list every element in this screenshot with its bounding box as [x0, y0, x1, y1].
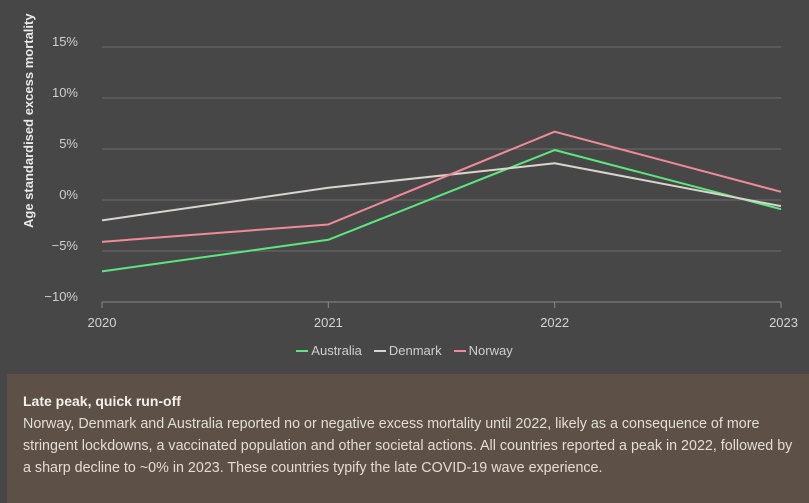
- y-tick-label: −5%: [52, 238, 79, 253]
- x-tick-label: 2021: [314, 315, 343, 330]
- gridlines: [102, 46, 781, 303]
- legend-item-australia[interactable]: Australia: [296, 343, 362, 358]
- legend-item-norway[interactable]: Norway: [453, 343, 513, 358]
- x-tick-label: 2023: [769, 315, 798, 330]
- series-line-australia: [101, 149, 782, 273]
- y-axis-label: Age standardised excess mortality: [21, 13, 36, 228]
- y-tick-label: 10%: [52, 85, 78, 100]
- annotation-body: Norway, Denmark and Australia reported n…: [23, 416, 793, 476]
- y-tick-label: 0%: [59, 187, 78, 202]
- x-tick-label: 2022: [540, 315, 569, 330]
- x-tick-labels: 2020 2021 2022 2023: [88, 302, 798, 330]
- legend-item-denmark[interactable]: Denmark: [373, 343, 442, 358]
- x-tick-label: 2020: [88, 315, 117, 330]
- series-line-denmark: [101, 162, 782, 222]
- legend-label-australia: Australia: [311, 343, 362, 358]
- legend: Australia Denmark Norway: [0, 343, 809, 358]
- annotation-box: Late peak, quick run-off Norway, Denmark…: [7, 374, 809, 503]
- y-tick-label: 5%: [59, 136, 78, 151]
- series-line-norway: [101, 130, 782, 243]
- legend-swatch-norway: [453, 349, 466, 352]
- legend-label-norway: Norway: [468, 343, 513, 358]
- legend-label-denmark: Denmark: [388, 343, 442, 358]
- legend-swatch-denmark: [373, 349, 386, 352]
- line-chart: Age standardised excess mortality 15% 10%…: [21, 13, 798, 330]
- y-tick-label: 15%: [52, 34, 78, 49]
- y-tick-label: −10%: [44, 289, 78, 304]
- annotation-title: Late peak, quick run-off: [23, 393, 181, 409]
- y-tick-labels: 15% 10% 5% 0% −5% −10%: [44, 34, 78, 304]
- series-lines: [101, 130, 782, 273]
- legend-swatch-australia: [296, 349, 309, 352]
